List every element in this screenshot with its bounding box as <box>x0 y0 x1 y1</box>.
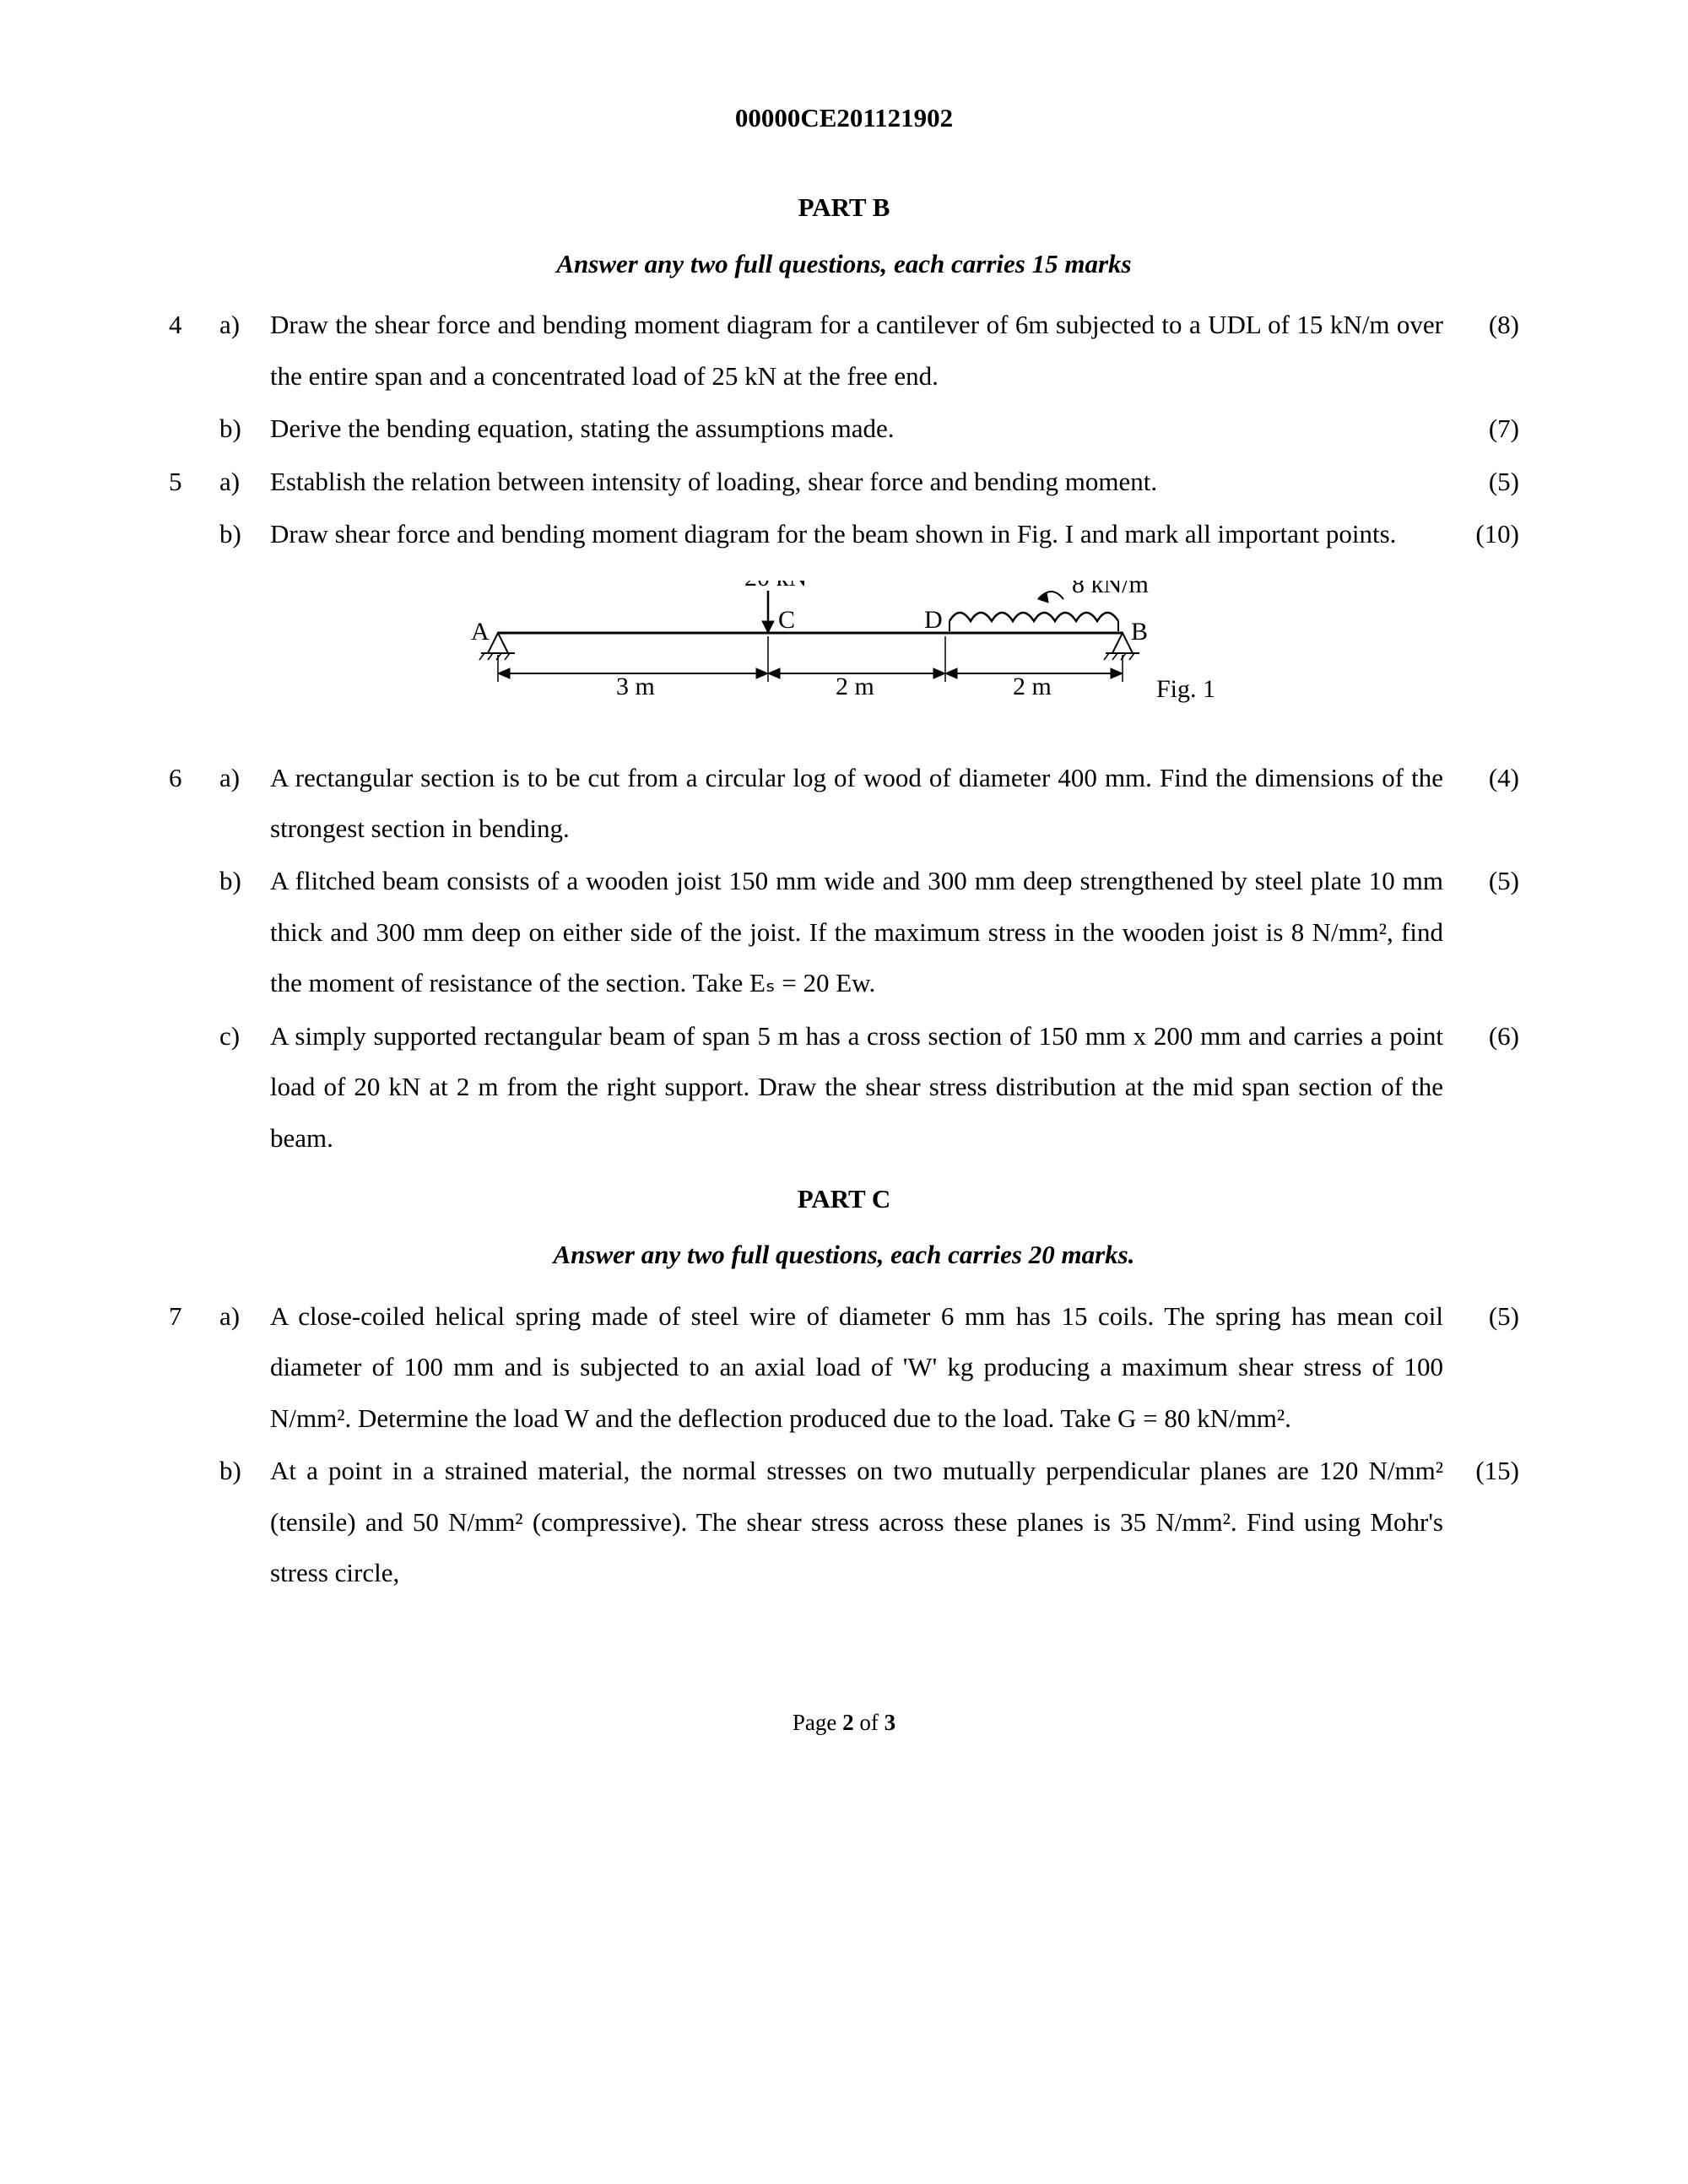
question-text: Derive the bending equation, stating the… <box>270 403 1443 454</box>
page-code: 00000CE201121902 <box>169 93 1519 143</box>
sub-label: a) <box>219 1291 270 1342</box>
question-marks: (6) <box>1443 1011 1519 1062</box>
question-number: 5 <box>169 457 219 507</box>
figure-container: 20 kN 8 kN/m A C D B 3 m <box>169 581 1519 724</box>
figure-load-udl: 8 kN/m <box>1072 581 1149 598</box>
question-text: A simply supported rectangular beam of s… <box>270 1011 1443 1164</box>
question-text: At a point in a strained material, the n… <box>270 1446 1443 1598</box>
beam-diagram: 20 kN 8 kN/m A C D B 3 m <box>447 581 1241 724</box>
question-row: b) At a point in a strained material, th… <box>169 1446 1519 1598</box>
figure-label-a: A <box>471 618 490 646</box>
part-c-heading: PART C <box>169 1174 1519 1224</box>
question-row: 7 a) A close-coiled helical spring made … <box>169 1291 1519 1444</box>
sub-label: b) <box>219 1446 270 1496</box>
figure-dim2: 2 m <box>836 673 874 700</box>
question-number: 4 <box>169 300 219 350</box>
question-marks: (8) <box>1443 300 1519 350</box>
question-marks: (10) <box>1443 509 1519 560</box>
question-marks: (5) <box>1443 457 1519 507</box>
page-footer: Page 2 of 3 <box>169 1700 1519 1745</box>
figure-load-point: 20 kN <box>744 581 807 592</box>
sub-label: a) <box>219 753 270 803</box>
footer-of: of <box>854 1710 885 1735</box>
footer-total: 3 <box>885 1710 896 1735</box>
part-b-heading: PART B <box>169 182 1519 233</box>
question-row: 5 a) Establish the relation between inte… <box>169 457 1519 507</box>
question-marks: (15) <box>1443 1446 1519 1496</box>
question-row: 4 a) Draw the shear force and bending mo… <box>169 300 1519 402</box>
question-row: b) Draw shear force and bending moment d… <box>169 509 1519 560</box>
figure-caption: Fig. 1 <box>1156 675 1215 703</box>
question-marks: (5) <box>1443 1291 1519 1342</box>
question-marks: (4) <box>1443 753 1519 803</box>
question-text: Draw the shear force and bending moment … <box>270 300 1443 402</box>
question-row: b) A flitched beam consists of a wooden … <box>169 856 1519 1008</box>
sub-label: b) <box>219 509 270 560</box>
question-text: A rectangular section is to be cut from … <box>270 753 1443 855</box>
question-marks: (5) <box>1443 856 1519 906</box>
figure-label-b: B <box>1131 618 1148 646</box>
figure-dim1: 3 m <box>616 673 655 700</box>
figure-label-c: C <box>778 606 795 634</box>
sub-label: a) <box>219 457 270 507</box>
part-c-subheading: Answer any two full questions, each carr… <box>169 1230 1519 1280</box>
sub-label: c) <box>219 1011 270 1062</box>
question-row: 6 a) A rectangular section is to be cut … <box>169 753 1519 855</box>
part-b-subheading: Answer any two full questions, each carr… <box>169 239 1519 289</box>
question-text: A flitched beam consists of a wooden joi… <box>270 856 1443 1008</box>
question-number: 7 <box>169 1291 219 1342</box>
footer-prefix: Page <box>793 1710 842 1735</box>
sub-label: b) <box>219 856 270 906</box>
sub-label: b) <box>219 403 270 454</box>
question-row: c) A simply supported rectangular beam o… <box>169 1011 1519 1164</box>
question-number: 6 <box>169 753 219 803</box>
footer-current: 2 <box>842 1710 854 1735</box>
question-row: b) Derive the bending equation, stating … <box>169 403 1519 454</box>
question-text: Establish the relation between intensity… <box>270 457 1443 507</box>
sub-label: a) <box>219 300 270 350</box>
question-text: A close-coiled helical spring made of st… <box>270 1291 1443 1444</box>
figure-dim3: 2 m <box>1013 673 1052 700</box>
question-text: Draw shear force and bending moment diag… <box>270 509 1443 560</box>
figure-label-d: D <box>924 606 943 634</box>
question-marks: (7) <box>1443 403 1519 454</box>
